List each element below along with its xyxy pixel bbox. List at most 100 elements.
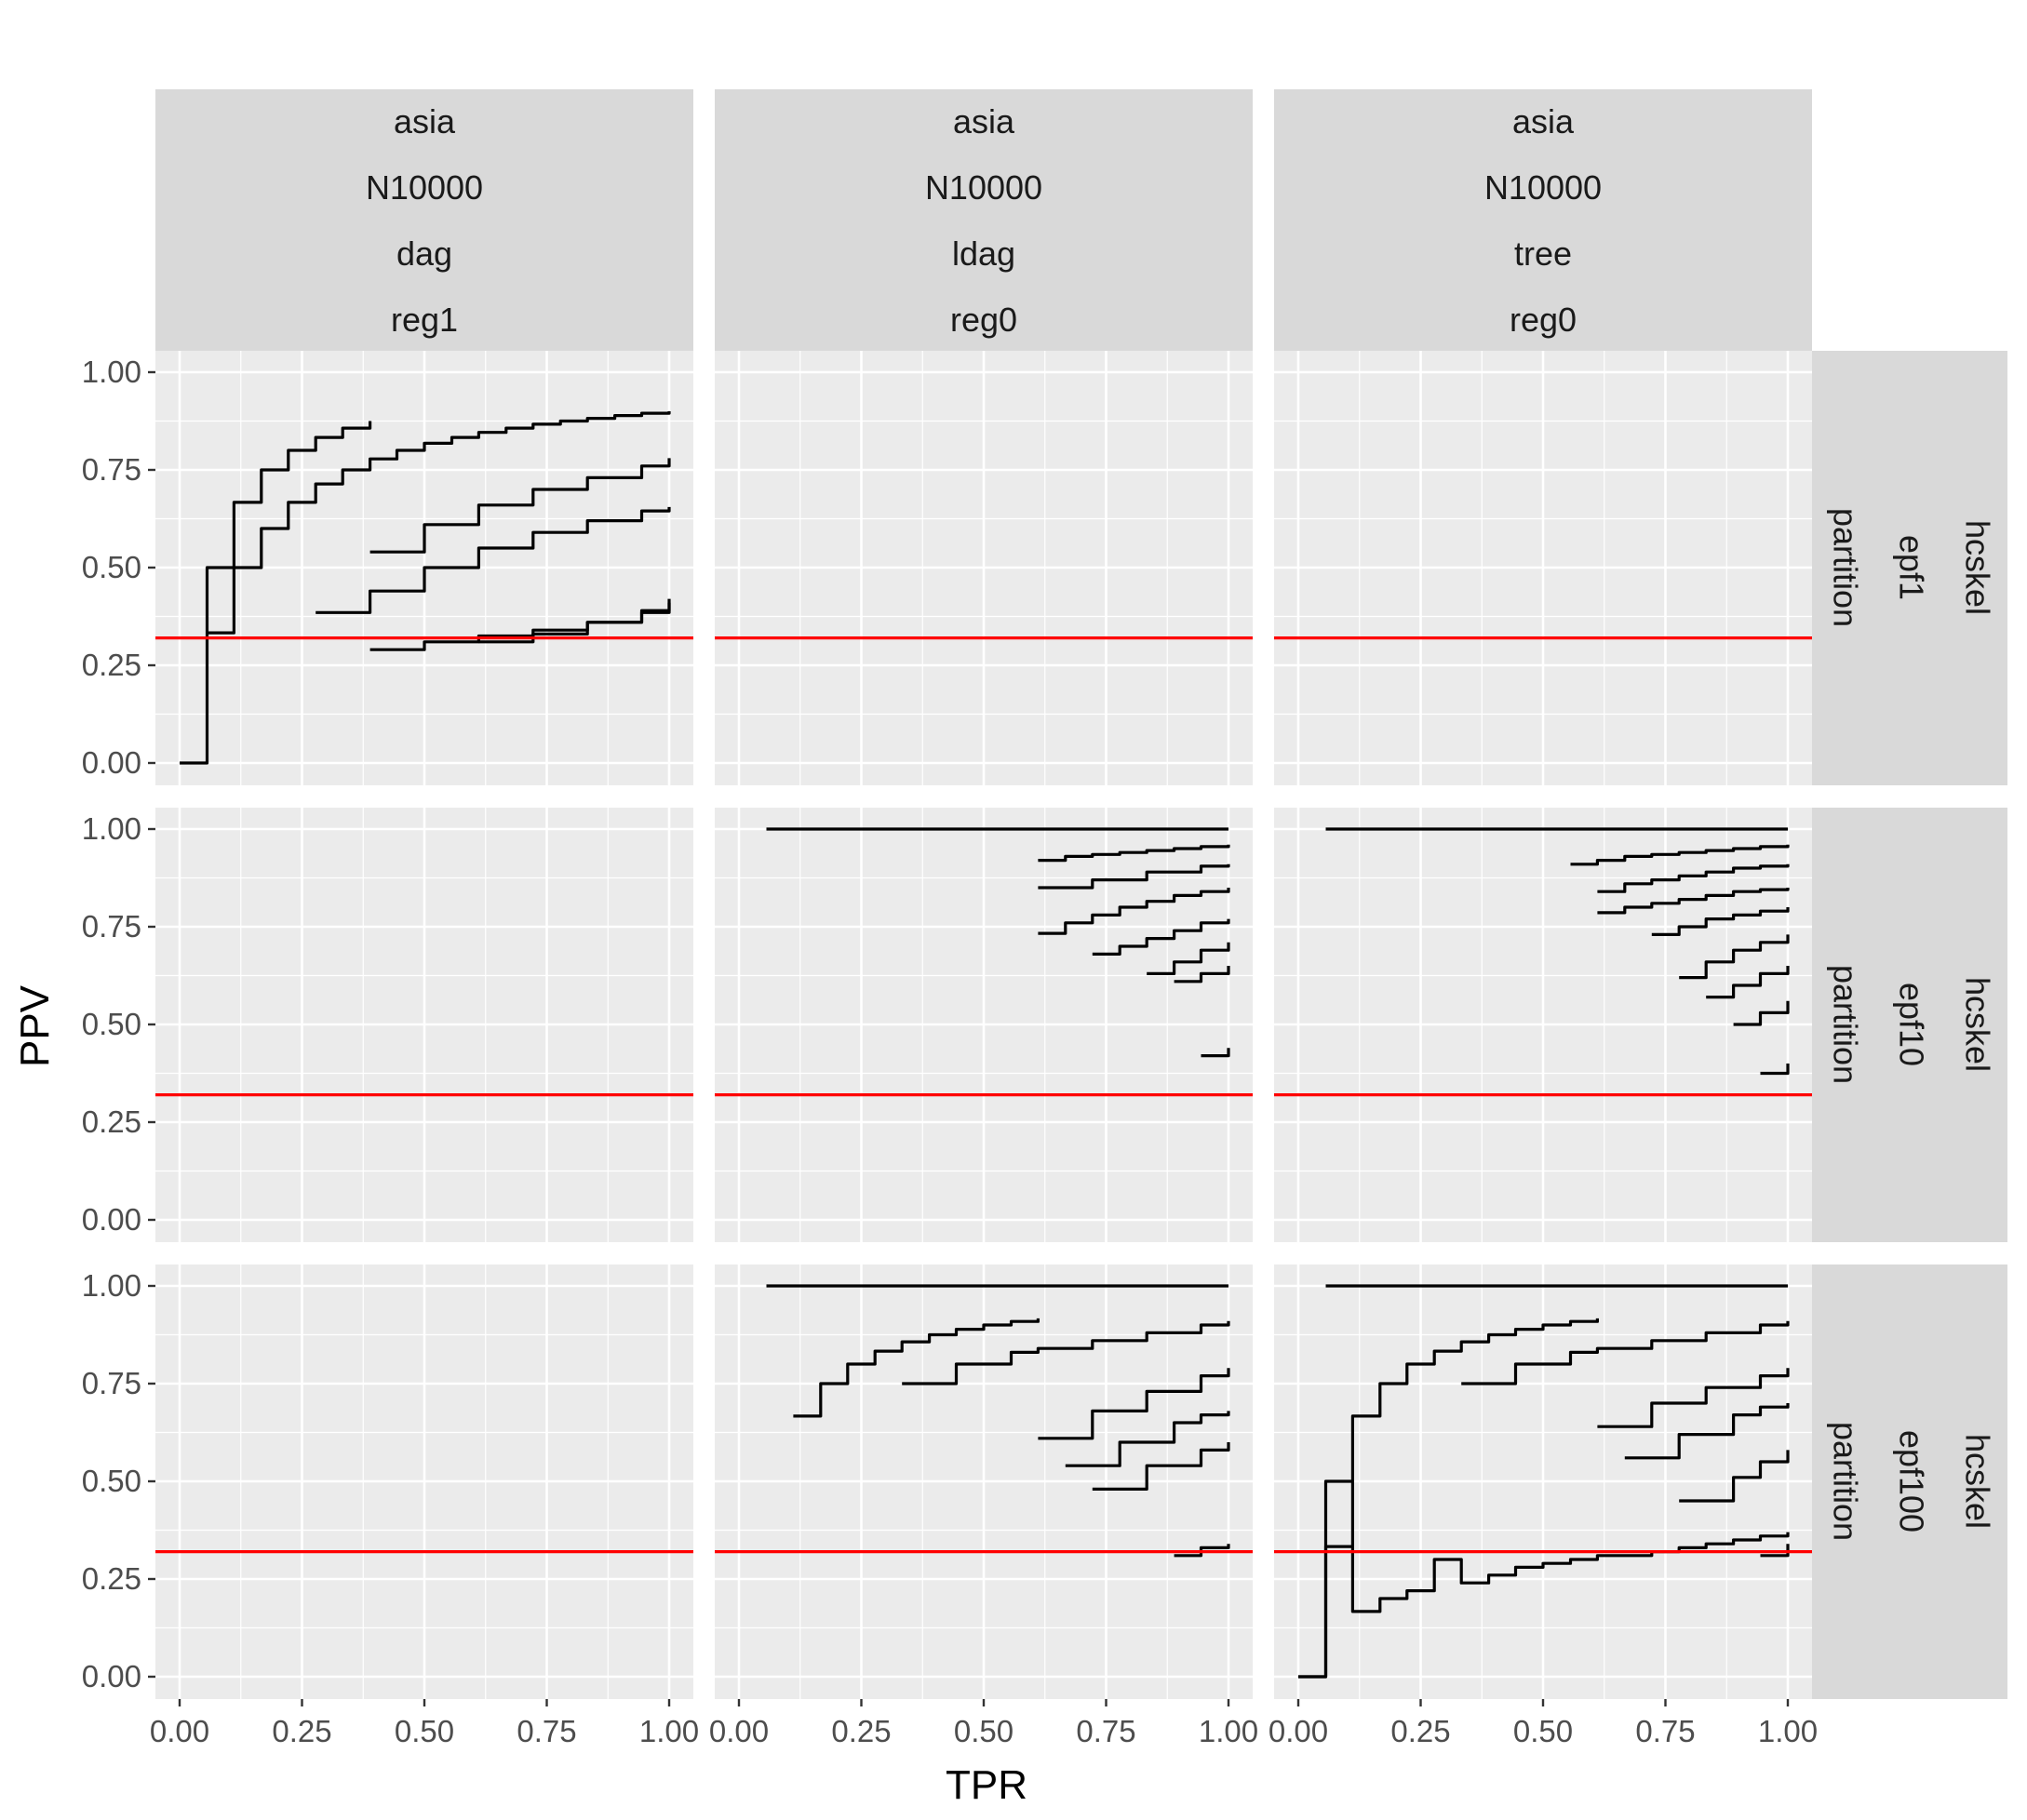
series-line: [1597, 888, 1790, 915]
panel: [155, 1265, 693, 1699]
panel: [715, 808, 1253, 1242]
panel: [715, 351, 1253, 785]
row-strip-label: partition: [1826, 965, 1864, 1084]
x-tick-label: 0.50: [1513, 1714, 1573, 1748]
y-tick-label: 1.00: [82, 811, 141, 846]
y-tick-label: 0.75: [82, 452, 141, 487]
y-tick-label: 0.50: [82, 1007, 141, 1041]
x-tick-label: 0.00: [1269, 1714, 1328, 1748]
series-line: [1760, 1544, 1790, 1558]
series-line: [1201, 1048, 1230, 1058]
row-strip: [1812, 1265, 2007, 1699]
column-strip-label: reg0: [1510, 301, 1577, 339]
x-tick-label: 0.00: [150, 1714, 209, 1748]
row-strip-label: partition: [1826, 1422, 1864, 1541]
row-strip: [1812, 351, 2007, 785]
series-line: [1147, 942, 1230, 975]
series-line: [1038, 888, 1230, 935]
row-strip: [1812, 808, 2007, 1242]
series-line: [1597, 863, 1790, 893]
row-strip-label: hcskel: [1958, 520, 1996, 615]
row-strip-label: epf100: [1892, 1430, 1930, 1532]
series-line: [1092, 918, 1230, 956]
x-tick-label: 0.25: [1390, 1714, 1450, 1748]
series-line: [1174, 1544, 1230, 1558]
x-tick-label: 0.75: [1076, 1714, 1135, 1748]
column-strip-label: tree: [1514, 234, 1572, 273]
column-strip-label: reg1: [391, 301, 458, 339]
column-strip-label: asia: [394, 102, 456, 141]
series-line: [315, 506, 671, 614]
row-strip-label: epf1: [1892, 535, 1930, 600]
column-strip-label: N10000: [1484, 168, 1602, 207]
x-tick-label: 0.75: [1635, 1714, 1695, 1748]
x-axis-title: TPR: [946, 1762, 1027, 1808]
y-tick-label: 0.25: [82, 648, 141, 682]
series-line: [180, 421, 372, 765]
row-strip-label: epf10: [1892, 983, 1930, 1066]
series-line: [1706, 966, 1790, 999]
row-strip-label: partition: [1826, 508, 1864, 627]
series-line: [1570, 844, 1790, 866]
x-tick-label: 0.50: [395, 1714, 454, 1748]
series-line: [1760, 1064, 1790, 1076]
column-strip-label: asia: [1512, 102, 1575, 141]
column-strip-label: N10000: [925, 168, 1042, 207]
series-line: [1298, 1479, 1790, 1679]
series-line: [1065, 1411, 1230, 1467]
series-line: [1461, 1320, 1790, 1385]
y-tick-label: 0.50: [82, 1464, 141, 1498]
row-strip-label: hcskel: [1958, 977, 1996, 1072]
column-strip: [1274, 89, 1812, 351]
series-line: [1038, 844, 1230, 863]
series-line: [1174, 966, 1230, 984]
x-tick-label: 0.25: [831, 1714, 891, 1748]
y-tick-label: 0.75: [82, 1366, 141, 1400]
series-line: [1298, 1318, 1599, 1679]
panel: [155, 351, 693, 785]
x-tick-label: 1.00: [1758, 1714, 1818, 1748]
series-line: [793, 1318, 1040, 1418]
x-tick-label: 1.00: [1199, 1714, 1258, 1748]
column-strip-label: ldag: [952, 234, 1015, 273]
x-tick-label: 0.75: [517, 1714, 576, 1748]
series-line: [1679, 934, 1790, 980]
y-tick-label: 0.00: [82, 1202, 141, 1237]
series-line: [1679, 1450, 1790, 1503]
y-tick-label: 0.00: [82, 745, 141, 780]
x-tick-label: 0.25: [272, 1714, 331, 1748]
column-strip-label: dag: [396, 234, 452, 273]
x-tick-label: 0.00: [709, 1714, 769, 1748]
series-line: [1651, 907, 1790, 936]
series-line: [1038, 1368, 1230, 1440]
panel: [1274, 1265, 1812, 1699]
column-strip-label: reg0: [950, 301, 1017, 339]
y-tick-label: 0.25: [82, 1104, 141, 1139]
column-strip: [155, 89, 693, 351]
y-tick-label: 0.50: [82, 550, 141, 584]
series-line: [1038, 863, 1230, 890]
column-strip: [715, 89, 1253, 351]
x-tick-label: 0.50: [954, 1714, 1013, 1748]
y-tick-label: 1.00: [82, 355, 141, 389]
series-line: [207, 411, 671, 635]
column-strip-label: asia: [953, 102, 1015, 141]
y-tick-label: 0.75: [82, 909, 141, 943]
panels-layer: asia N10000 dag reg1 asia N10000 ldag reg0 asia N…: [82, 89, 2007, 1748]
panel: [715, 1265, 1253, 1699]
row-strip-label: hcskel: [1958, 1434, 1996, 1529]
y-tick-label: 0.25: [82, 1561, 141, 1596]
column-strip-label: N10000: [366, 168, 483, 207]
panel: [155, 808, 693, 1242]
x-tick-label: 1.00: [639, 1714, 699, 1748]
series-line: [902, 1320, 1230, 1385]
series-line: [369, 458, 671, 554]
y-axis-title: PPV: [12, 984, 58, 1067]
panel: [1274, 351, 1812, 785]
series-line: [1597, 1368, 1790, 1428]
y-tick-label: 0.00: [82, 1659, 141, 1693]
y-tick-label: 1.00: [82, 1268, 141, 1303]
series-line: [1733, 1000, 1790, 1026]
panel: [1274, 808, 1812, 1242]
